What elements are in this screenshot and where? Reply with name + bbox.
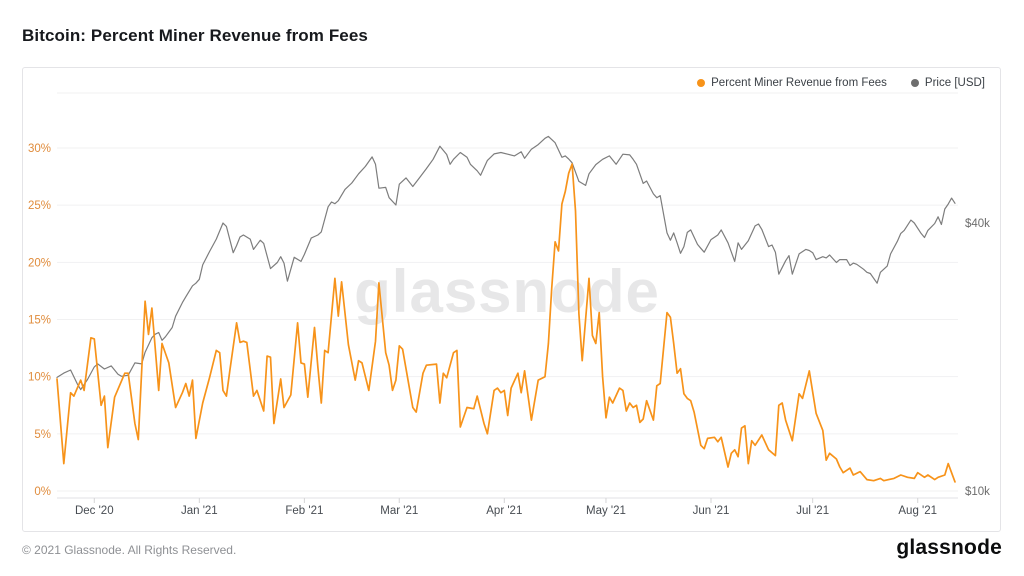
legend-item-fees[interactable]: Percent Miner Revenue from Fees (697, 77, 887, 89)
y-axis-label-right-$10k: $10k (965, 486, 990, 498)
x-axis-label-Feb '21: Feb '21 (285, 505, 323, 517)
x-axis-label-Aug '21: Aug '21 (898, 505, 937, 517)
legend-label-fees: Percent Miner Revenue from Fees (711, 77, 887, 89)
legend-dot-fees-icon (697, 79, 706, 87)
x-axis-label-Apr '21: Apr '21 (486, 505, 522, 517)
glassnode-logo: glassnode (896, 536, 1002, 559)
legend-dot-price-icon (910, 79, 919, 87)
x-axis-label-Mar '21: Mar '21 (380, 505, 418, 517)
glassnode-watermark: glassnode (354, 258, 660, 325)
x-axis-label-Jul '21: Jul '21 (796, 505, 829, 517)
y-axis-label-left-25pct: 25% (28, 200, 51, 212)
y-axis-label-right-$40k: $40k (965, 218, 990, 230)
y-axis-label-left-0pct: 0% (34, 486, 51, 498)
chart-card (22, 67, 1001, 532)
series-line-price[interactable] (56, 135, 956, 391)
x-axis-label-Jan '21: Jan '21 (181, 505, 218, 517)
y-axis-label-left-30pct: 30% (28, 143, 51, 155)
y-axis-label-left-5pct: 5% (34, 429, 51, 441)
footer-copyright: © 2021 Glassnode. All Rights Reserved. (22, 543, 237, 557)
y-axis-label-left-15pct: 15% (28, 315, 51, 327)
x-axis-label-May '21: May '21 (586, 505, 626, 517)
y-axis-label-left-20pct: 20% (28, 257, 51, 269)
y-axis-label-left-10pct: 10% (28, 372, 51, 384)
chart-legend: Percent Miner Revenue from Fees Price [U… (697, 77, 985, 89)
legend-item-price[interactable]: Price [USD] (910, 77, 985, 89)
series-line-fees[interactable] (56, 163, 956, 483)
x-axis-label-Jun '21: Jun '21 (693, 505, 730, 517)
legend-label-price: Price [USD] (924, 77, 985, 89)
page-title: Bitcoin: Percent Miner Revenue from Fees (22, 26, 368, 45)
x-axis-label-Dec '20: Dec '20 (75, 505, 114, 517)
